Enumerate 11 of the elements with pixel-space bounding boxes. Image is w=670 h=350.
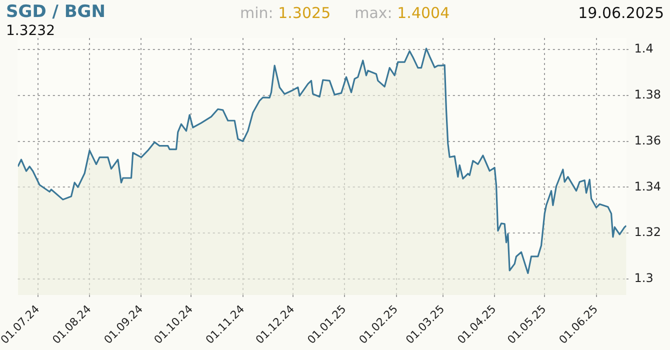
text: max: 1.4004 (354, 4, 450, 22)
y-tick-label: 1.3 (634, 271, 654, 286)
annotation: 1.3232 (6, 23, 55, 39)
y-tick-label: 1.4 (634, 42, 654, 56)
y-tick-label: 1.32 (634, 225, 661, 240)
chart-title: SGD / BGN (6, 2, 106, 22)
y-tick-label: 1.38 (634, 88, 661, 102)
y-tick-label: 1.36 (634, 133, 661, 148)
text: min: 1.3025 (240, 4, 331, 22)
y-tick-label: 1.34 (634, 179, 661, 194)
text: 19.06.2025 (578, 4, 664, 22)
